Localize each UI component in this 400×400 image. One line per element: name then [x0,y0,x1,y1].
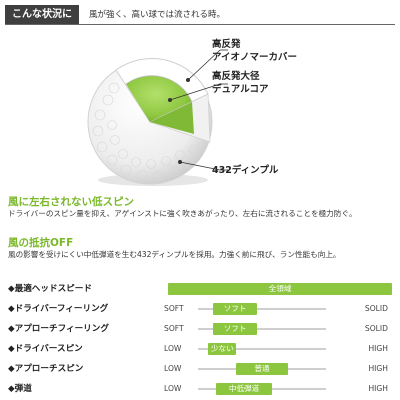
dimple-pattern [92,82,199,182]
spec-track: 少ない [198,343,326,355]
spec-track: ソフト [198,303,326,315]
spec-min-label: LOW [164,344,182,353]
golf-ball-cutaway-image [87,49,228,186]
spec-pill: ソフト [213,303,257,315]
feature-title-low-spin: 風に左右されない低スピン [8,196,134,208]
header-divider [5,24,395,25]
spec-pill: 中低弾道 [215,383,273,395]
spec-max-label: SOLID [364,304,388,313]
callout-cover: 高反発 アイオノマーカバー [212,39,298,63]
feature-body-low-spin: ドライバーのスピン量を抑え、アゲインストに強く吹きあがったり、左右に流されること… [8,209,357,218]
spec-max-label: HIGH [368,364,388,373]
spec-track: 全領域 [168,283,392,295]
spec-min-label: LOW [164,384,182,393]
spec-min-label: SOFT [164,304,184,313]
spec-pill: 全領域 [168,283,392,295]
spec-row-driver-spin: ◆ドライバースピン LOW 少ない HIGH [8,342,392,356]
spec-row-trajectory: ◆弾道 LOW 中低弾道 HIGH [8,382,392,396]
core-cut-face [150,102,194,134]
spec-label: ◆ドライバーフィーリング [8,304,109,314]
spec-row-approach-spin: ◆アプローチスピン LOW 普通 HIGH [8,362,392,376]
spec-max-label: HIGH [368,384,388,393]
situation-header: こんな状況に 風が強く、高い球では流される時。 [5,5,395,25]
spec-max-label: SOLID [364,324,388,333]
feature-body-wind: 風の影響を受けにくい中低弾道を生む432ディンプルを採用。力強く前に飛び、ラン性… [8,250,341,259]
spec-track: 普通 [198,363,326,375]
spec-max-label: HIGH [368,344,388,353]
spec-track: ソフト [198,323,326,335]
situation-tag: こんな状況に [5,5,79,25]
situation-text: 風が強く、高い球では流される時。 [89,10,226,20]
spec-min-label: LOW [164,364,182,373]
spec-label: ◆アプローチスピン [8,364,84,374]
spec-label: ◆アプローチフィーリング [8,324,109,334]
callout-core: 高反発大径 デュアルコア [212,71,269,95]
callout-dimple: 432ディンプル [212,165,279,176]
spec-label: ◆ドライバースピン [8,344,83,354]
golf-ball-cutaway-figure: 高反発 アイオノマーカバー 高反発大径 デュアルコア 432ディンプル [20,30,390,190]
spec-label: ◆弾道 [8,384,32,394]
feature-title-wind: 風の抵抗OFF [8,237,74,249]
spec-min-label: SOFT [164,324,184,333]
spec-row-head-speed: ◆最適ヘッドスピード 全領域 [8,282,392,296]
spec-track: 中低弾道 [198,383,326,395]
core-cutaway [126,75,192,122]
spec-pill: 少ない [208,343,237,355]
spec-row-driver-feel: ◆ドライバーフィーリング SOFT ソフト SOLID [8,302,392,316]
spec-label: ◆最適ヘッドスピード [8,284,92,294]
spec-pill: ソフト [213,323,257,335]
spec-row-approach-feel: ◆アプローチフィーリング SOFT ソフト SOLID [8,322,392,336]
spec-pill: 普通 [236,363,288,375]
